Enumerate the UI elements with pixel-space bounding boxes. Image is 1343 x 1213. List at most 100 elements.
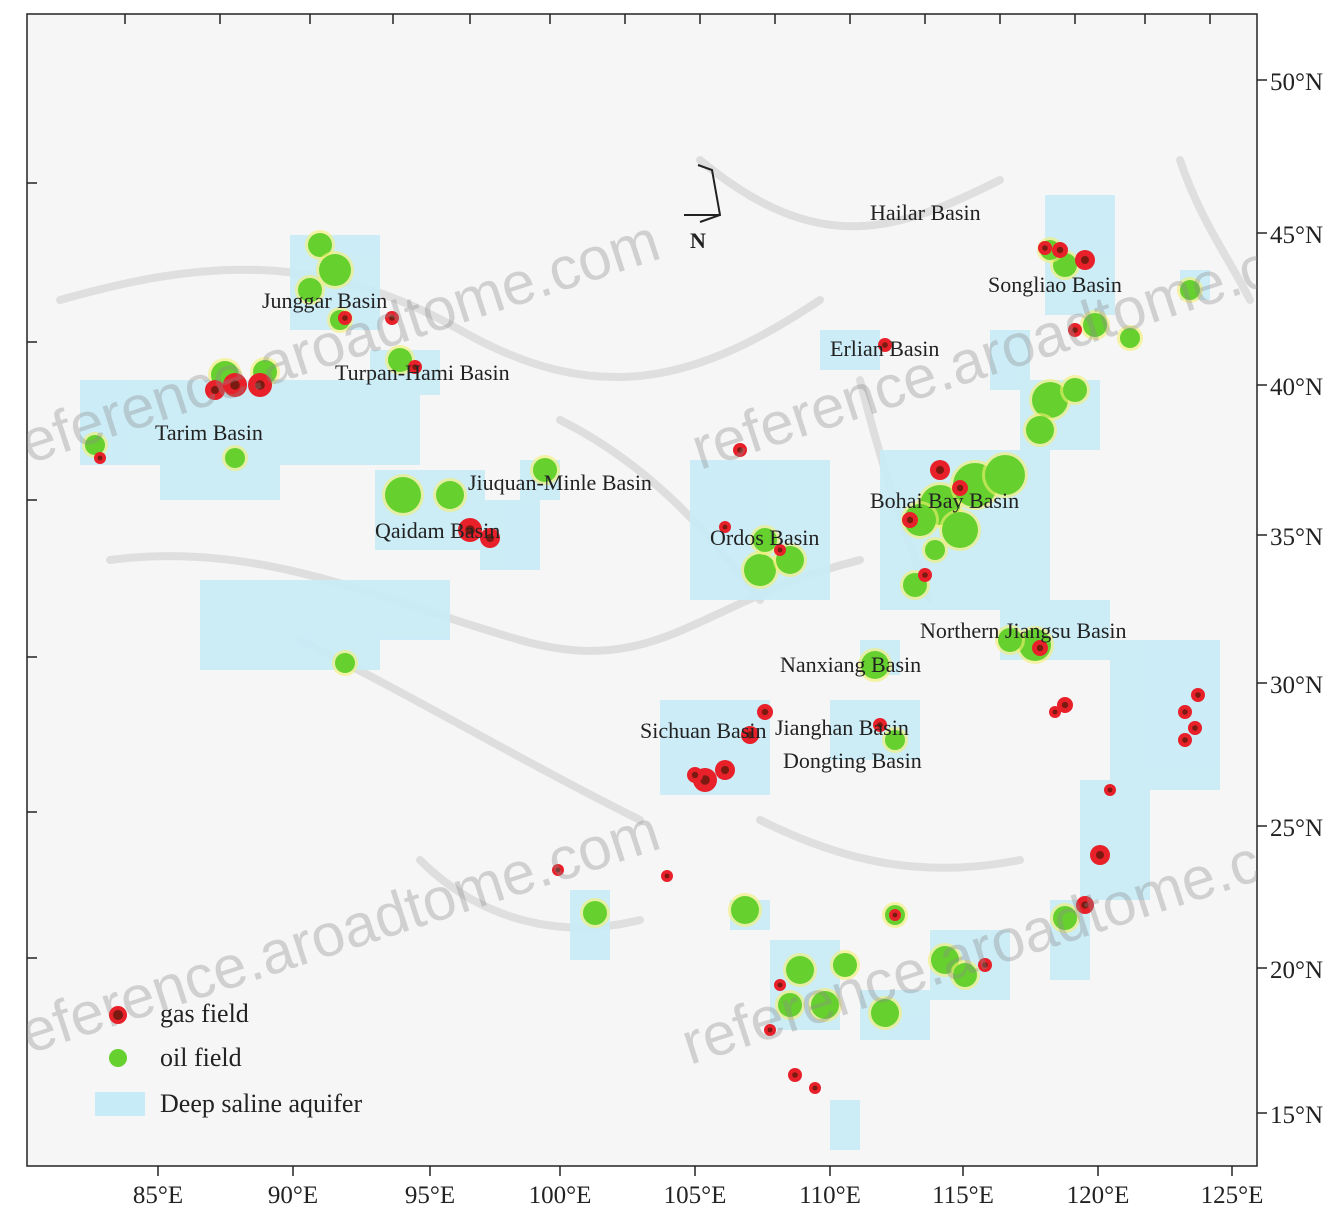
gas-field-core [255, 380, 265, 390]
gas-field-core [882, 342, 888, 348]
gas-field-core [767, 1027, 773, 1033]
longitude-labels: 85°E 90°E 95°E 100°E 105°E 110°E 115°E 1… [133, 1182, 1264, 1209]
oil-field-marker [436, 481, 464, 509]
oil-field-marker [1120, 328, 1140, 348]
gas-field-core [1107, 787, 1113, 793]
gas-field-core [664, 873, 670, 879]
basin-label-dongting: Dongting Basin [783, 748, 922, 773]
legend-oil-swatch [109, 1049, 127, 1067]
oil-field-marker [225, 448, 245, 468]
gas-field-core [486, 534, 494, 542]
north-arrow: N [684, 164, 722, 253]
gas-field-core [97, 455, 103, 461]
oil-field-marker [811, 991, 839, 1019]
oil-field-marker [904, 504, 936, 536]
gas-field-core [412, 364, 418, 370]
frame-ticks [27, 14, 1267, 1176]
oil-field-marker [871, 999, 899, 1027]
gas-field-core [792, 1072, 798, 1078]
x-tick-label: 100°E [529, 1182, 592, 1209]
oil-field-marker [335, 653, 355, 673]
x-tick-label: 90°E [268, 1182, 318, 1209]
oil-field-marker [998, 628, 1022, 652]
gas-field-core [936, 466, 944, 474]
y-tick-label: 35°N [1270, 524, 1323, 551]
gas-field-core [1192, 725, 1198, 731]
y-tick-label: 20°N [1270, 957, 1323, 984]
oil-field-marker [1053, 906, 1077, 930]
oil-field-marker [885, 730, 905, 750]
gas-field-core [1061, 701, 1069, 709]
basin-label-qaidam: Qaidam Basin [375, 518, 500, 543]
gas-field-core [906, 516, 914, 524]
north-arrow-label: N [690, 228, 706, 253]
legend-gas-swatch [109, 1006, 127, 1024]
gas-field-core [956, 484, 964, 492]
basin-label-tarim: Tarim Basin [155, 420, 263, 445]
oil-field-marker [786, 956, 814, 984]
oil-field-marker [583, 901, 607, 925]
x-tick-label: 125°E [1201, 1182, 1264, 1209]
y-tick-label: 45°N [1270, 222, 1323, 249]
gas-field-core [1081, 901, 1089, 909]
gas-field-core [211, 386, 219, 394]
oil-field-marker [744, 554, 776, 586]
basin-label-songliao: Songliao Basin [988, 272, 1122, 297]
gas-field-core [700, 775, 710, 785]
oil-field-marker [533, 458, 557, 482]
oil-field-marker [931, 946, 959, 974]
oil-field-marker [1180, 280, 1200, 300]
basin-label-northern-jiangsu: Northern Jiangsu Basin [920, 618, 1127, 643]
gas-field-core [812, 1085, 818, 1091]
x-tick-label: 105°E [664, 1182, 727, 1209]
basin-label-bohai-bay: Bohai Bay Basin [870, 488, 1019, 513]
gas-field-core [1182, 737, 1188, 743]
x-tick-label: 120°E [1067, 1182, 1130, 1209]
basin-label-jiuquan-minle: Jiuquan-Minle Basin [468, 470, 652, 495]
x-tick-label: 85°E [133, 1182, 183, 1209]
gas-field-core [922, 572, 928, 578]
gas-field-core [877, 722, 883, 728]
oil-field-marker [861, 651, 889, 679]
oil-field-marker [298, 278, 322, 302]
gas-field-core [1036, 644, 1044, 652]
gas-field-core [1056, 246, 1064, 254]
oil-field-marker [985, 455, 1025, 495]
gas-field-core [892, 912, 898, 918]
gas-field-core [1195, 692, 1201, 698]
oil-field-marker [942, 512, 978, 548]
oil-field-marker [1032, 382, 1068, 418]
gas-field-core [230, 380, 240, 390]
legend-aquifer-swatch [95, 1092, 145, 1116]
oil-field-marker [385, 477, 421, 513]
gas-field-core [777, 982, 783, 988]
oil-field-marker [833, 953, 857, 977]
oil-field-marker [1083, 313, 1107, 337]
latitude-labels: 50°N 45°N 40°N 35°N 30°N 25°N 20°N 15°N [1270, 69, 1323, 1129]
oil-field-marker [753, 528, 777, 552]
legend-aquifer-label: Deep saline aquifer [160, 1089, 362, 1118]
x-tick-label: 115°E [932, 1182, 994, 1209]
map-legend: gas field oil field Deep saline aquifer [95, 999, 362, 1118]
y-tick-label: 30°N [1270, 672, 1323, 699]
basin-label-jianghan: Jianghan Basin [775, 715, 909, 740]
basin-label-erlian: Erlian Basin [830, 336, 939, 361]
oil-field-marker [319, 254, 351, 286]
y-tick-label: 50°N [1270, 69, 1323, 96]
basin-label-turpan-hami: Turpan-Hami Basin [335, 360, 510, 385]
gas-field-core [1052, 709, 1058, 715]
legend-oil-label: oil field [160, 1043, 242, 1072]
basin-label-sichuan: Sichuan Basin [640, 718, 767, 743]
oil-field-marker [308, 233, 332, 257]
gas-field-markers [94, 241, 1205, 1094]
gas-field-core [1081, 256, 1089, 264]
basin-label-junggar: Junggar Basin [262, 288, 387, 313]
gas-field-core [691, 771, 699, 779]
oil-field-marker [778, 993, 802, 1017]
oil-field-marker [953, 963, 977, 987]
y-tick-label: 15°N [1270, 1102, 1323, 1129]
y-tick-label: 25°N [1270, 815, 1323, 842]
gas-field-core [746, 731, 754, 739]
gas-field-core [342, 315, 348, 321]
